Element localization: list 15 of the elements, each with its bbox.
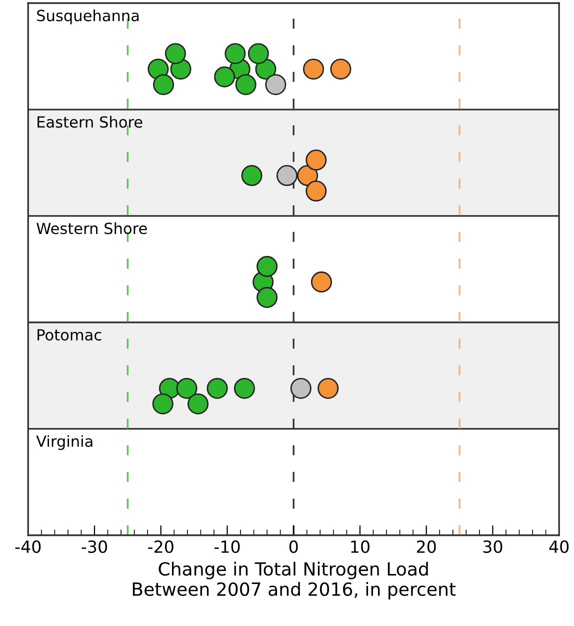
y-tick-label: Virginia: [36, 435, 92, 450]
x-tick-label: -30: [82, 540, 107, 553]
x-tick-label: -20: [148, 540, 174, 553]
x-tick-label: -40: [15, 540, 41, 553]
y-tick-label: Potomac: [38, 329, 102, 341]
x-tick-label: 30: [483, 540, 502, 553]
x-tick-label: 20: [416, 540, 436, 553]
x-tick-label: 10: [351, 540, 370, 553]
y-tick-label: Susquehanna: [37, 10, 139, 24]
x-tick-label: -10: [214, 540, 240, 553]
x-tick-label: 40: [549, 540, 569, 553]
x-tick-label: 0: [289, 540, 298, 553]
y-tick-label: Western Shore: [36, 222, 147, 234]
y-tick-label: Eastern Shore: [38, 116, 142, 128]
x-axis-title: Change in Total Nitrogen Load Between 2007 and 2016, in percent: [132, 562, 456, 600]
